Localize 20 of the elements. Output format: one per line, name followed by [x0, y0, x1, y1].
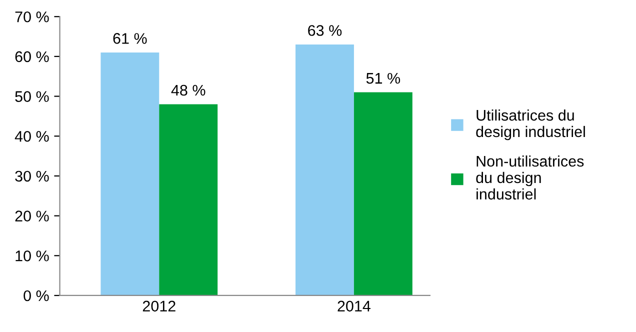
- y-tick-label: 0 %: [24, 290, 49, 302]
- legend-label: Utilisatrices du design industriel: [476, 109, 585, 140]
- y-tick-label: 70 %: [15, 11, 49, 22]
- x-tick-label: 2014: [338, 300, 371, 312]
- x-tick-label: 2012: [142, 300, 176, 312]
- bar: [159, 104, 218, 296]
- y-tick-label: 10 %: [16, 250, 49, 262]
- bar: [100, 52, 160, 296]
- y-tick-label: 20 %: [15, 210, 49, 222]
- bar: [296, 44, 354, 296]
- data-label: 48 %: [171, 84, 206, 96]
- data-label: 51 %: [366, 72, 400, 84]
- y-tick-label: 60 %: [15, 51, 49, 62]
- y-tick-label: 50 %: [15, 91, 49, 102]
- data-label: 63 %: [308, 25, 342, 36]
- legend-label: Non-utilisatrices du design industriel: [476, 155, 584, 200]
- bar: [354, 92, 412, 296]
- data-label: 61 %: [113, 33, 147, 44]
- y-tick-label: 30 %: [15, 170, 49, 182]
- y-tick-label: 40 %: [14, 130, 49, 142]
